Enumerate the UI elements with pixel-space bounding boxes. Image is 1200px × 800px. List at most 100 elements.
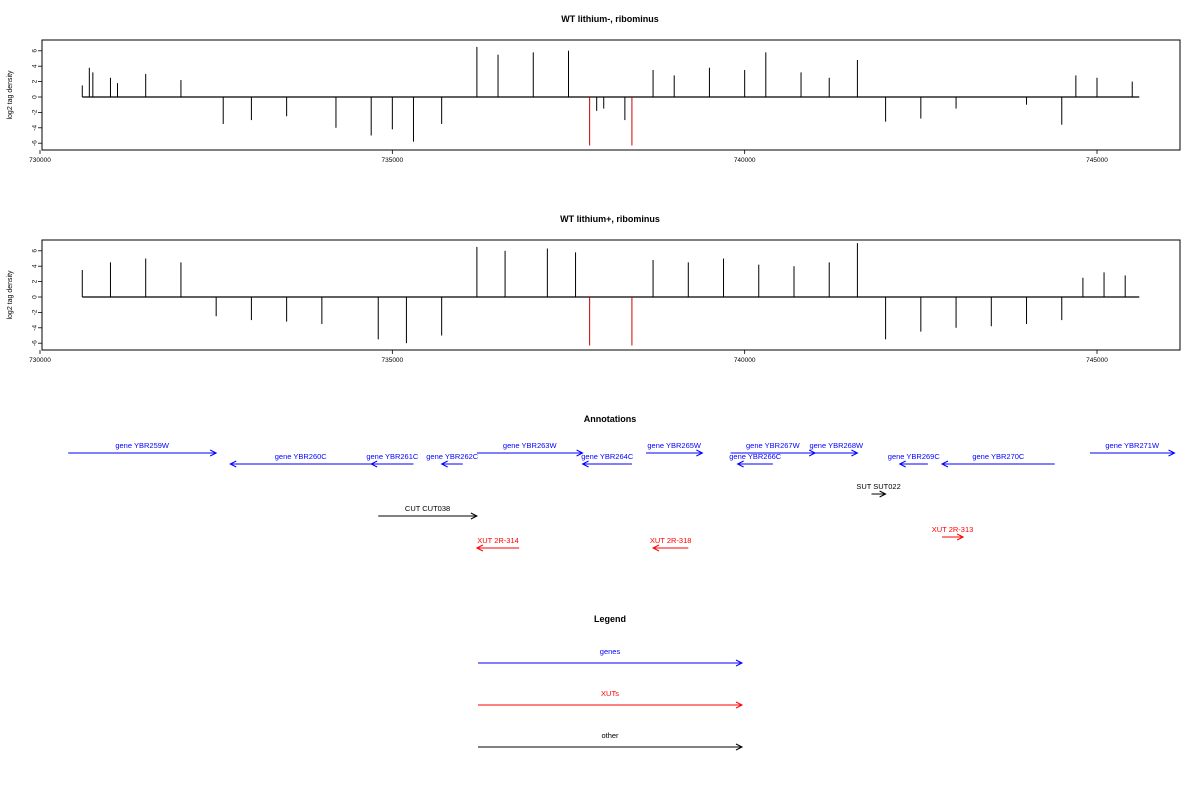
annotation-label: gene YBR268W xyxy=(809,441,864,450)
annotation-sut-sut022: SUT SUT022 xyxy=(856,482,901,498)
x-tick-label: 735000 xyxy=(381,157,403,164)
y-ticks: 6 4 2 0 -2 -4 -6 xyxy=(32,249,42,346)
annotation-xut-2r-314: XUT 2R-314 xyxy=(475,536,520,552)
arrowhead-right-icon xyxy=(851,449,859,457)
annotation-gene-ybr260c: gene YBR260C xyxy=(229,452,372,468)
annotation-label: gene YBR266C xyxy=(729,452,782,461)
annotation-label: gene YBR267W xyxy=(746,441,801,450)
annotation-label: gene YBR262C xyxy=(426,452,479,461)
legend-label: genes xyxy=(600,647,621,656)
y-tick-label: -4 xyxy=(32,325,39,331)
arrowhead-right-icon xyxy=(956,533,965,541)
x-tick-label: 745000 xyxy=(1086,357,1108,364)
annotation-xut-2r-318: XUT 2R-318 xyxy=(650,536,692,552)
y-tick-label: 2 xyxy=(32,279,39,283)
coverage-bars xyxy=(81,46,1140,146)
annotation-gene-ybr269c: gene YBR269C xyxy=(888,452,941,468)
arrowhead-left-icon xyxy=(581,460,589,468)
annotation-gene-ybr265w: gene YBR265W xyxy=(646,441,704,457)
annotation-label: gene YBR264C xyxy=(581,452,634,461)
y-tick-label: 2 xyxy=(32,79,39,83)
y-tick-label: 6 xyxy=(32,249,39,253)
annotation-gene-ybr262c: gene YBR262C xyxy=(426,452,479,468)
y-tick-label: 4 xyxy=(32,64,39,68)
arrowhead-right-icon xyxy=(209,449,218,457)
annotation-label: XUT 2R-313 xyxy=(932,525,974,534)
annotation-label: SUT SUT022 xyxy=(856,482,900,491)
x-tick-label: 740000 xyxy=(734,157,756,164)
annotation-gene-ybr268w: gene YBR268W xyxy=(809,441,864,457)
y-tick-label: 6 xyxy=(32,49,39,53)
x-ticks: 730000 735000 740000 745000 xyxy=(29,150,1108,164)
y-tick-label: -4 xyxy=(32,125,39,131)
annotation-label: gene YBR269C xyxy=(888,452,941,461)
annotation-gene-ybr264c: gene YBR264C xyxy=(581,452,634,468)
annotation-cut-cut038: CUT CUT038 xyxy=(378,504,479,520)
arrowhead-left-icon xyxy=(651,544,660,552)
x-tick-label: 745000 xyxy=(1086,157,1108,164)
annotation-label: gene YBR265W xyxy=(647,441,702,450)
arrowhead-right-icon xyxy=(696,449,704,457)
annotation-label: gene YBR263W xyxy=(503,441,558,450)
y-tick-label: -2 xyxy=(32,309,39,315)
annotation-label: gene YBR271W xyxy=(1105,441,1160,450)
arrowhead-right-icon xyxy=(576,449,584,457)
legend-title: Legend xyxy=(594,614,626,624)
panel-title: WT lithium-, ribominus xyxy=(561,14,659,24)
y-tick-label: -6 xyxy=(32,140,39,146)
x-ticks: 730000 735000 740000 745000 xyxy=(29,350,1108,364)
annotation-label: gene YBR261C xyxy=(366,452,419,461)
annotation-label: CUT CUT038 xyxy=(405,504,450,513)
arrowhead-right-icon xyxy=(879,490,887,498)
annotation-gene-ybr270c: gene YBR270C xyxy=(940,452,1055,468)
legend: Legend genes XUTs other xyxy=(478,614,744,751)
annotation-gene-ybr261c: gene YBR261C xyxy=(366,452,419,468)
y-tick-label: 4 xyxy=(32,264,39,268)
legend-label: other xyxy=(601,731,619,740)
plot-frame xyxy=(41,239,1181,351)
y-axis-label: log2 tag density xyxy=(7,70,14,120)
annotation-label: gene YBR260C xyxy=(275,452,328,461)
annotation-gene-ybr263w: gene YBR263W xyxy=(476,441,584,457)
arrowhead-left-icon xyxy=(370,460,378,468)
legend-item-xuts: XUTs xyxy=(478,689,744,709)
y-tick-label: -2 xyxy=(32,109,39,115)
x-tick-label: 730000 xyxy=(29,157,51,164)
legend-label: XUTs xyxy=(601,689,619,698)
arrowhead-left-icon xyxy=(229,460,237,468)
coverage-bars xyxy=(81,243,1140,346)
annotation-label: XUT 2R-314 xyxy=(477,536,519,545)
y-axis-label: log2 tag density xyxy=(7,270,14,320)
legend-item-genes: genes xyxy=(478,647,744,667)
arrowhead-right-icon xyxy=(1168,449,1176,457)
arrowhead-right-icon xyxy=(735,659,744,667)
panel-lithium-minus: WT lithium-, ribominus log2 tag density … xyxy=(7,14,1181,164)
annotation-features: gene YBR259W gene YBR260C gene YBR261C gene… xyxy=(68,441,1176,552)
arrowhead-right-icon xyxy=(470,512,479,520)
annotation-label: gene YBR259W xyxy=(115,441,170,450)
arrowhead-left-icon xyxy=(736,460,744,468)
y-tick-label: 0 xyxy=(32,95,39,99)
y-tick-label: -6 xyxy=(32,340,39,346)
annotation-xut-2r-313: XUT 2R-313 xyxy=(932,525,974,541)
annotation-gene-ybr271w: gene YBR271W xyxy=(1089,441,1176,457)
panel-lithium-plus: WT lithium+, ribominus log2 tag density … xyxy=(7,214,1181,364)
arrowhead-right-icon xyxy=(735,701,744,709)
arrowhead-left-icon xyxy=(940,460,949,468)
annotation-gene-ybr259w: gene YBR259W xyxy=(68,441,218,457)
arrowhead-left-icon xyxy=(898,460,906,468)
annotation-label: XUT 2R-318 xyxy=(650,536,692,545)
panel-title: WT lithium+, ribominus xyxy=(560,214,660,224)
annotation-label: gene YBR270C xyxy=(972,452,1025,461)
x-tick-label: 740000 xyxy=(734,357,756,364)
plot-frame xyxy=(41,39,1181,151)
y-tick-label: 0 xyxy=(32,295,39,299)
legend-item-other: other xyxy=(478,731,744,751)
x-tick-label: 730000 xyxy=(29,357,51,364)
y-ticks: 6 4 2 0 -2 -4 -6 xyxy=(32,49,42,146)
arrowhead-left-icon xyxy=(440,460,448,468)
annotation-gene-ybr266c: gene YBR266C xyxy=(729,452,782,468)
